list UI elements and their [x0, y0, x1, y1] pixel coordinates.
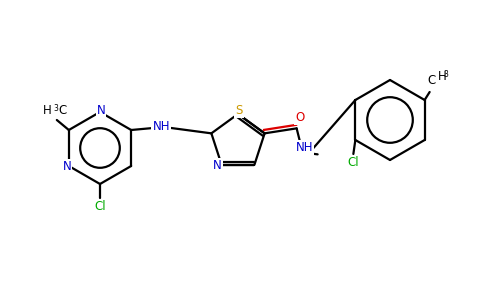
Text: C: C: [59, 104, 67, 118]
Text: 3: 3: [54, 104, 59, 113]
Text: Cl: Cl: [94, 200, 106, 212]
Text: 3: 3: [444, 70, 449, 79]
Text: NH: NH: [152, 121, 170, 134]
Text: H: H: [438, 70, 446, 83]
Text: N: N: [62, 160, 71, 172]
Text: O: O: [295, 111, 304, 124]
Text: NH: NH: [296, 141, 313, 154]
Text: N: N: [213, 159, 222, 172]
Text: C: C: [427, 74, 436, 86]
Text: N: N: [97, 103, 106, 116]
Text: H: H: [43, 104, 52, 118]
Text: S: S: [235, 104, 242, 118]
Text: Cl: Cl: [348, 157, 359, 169]
